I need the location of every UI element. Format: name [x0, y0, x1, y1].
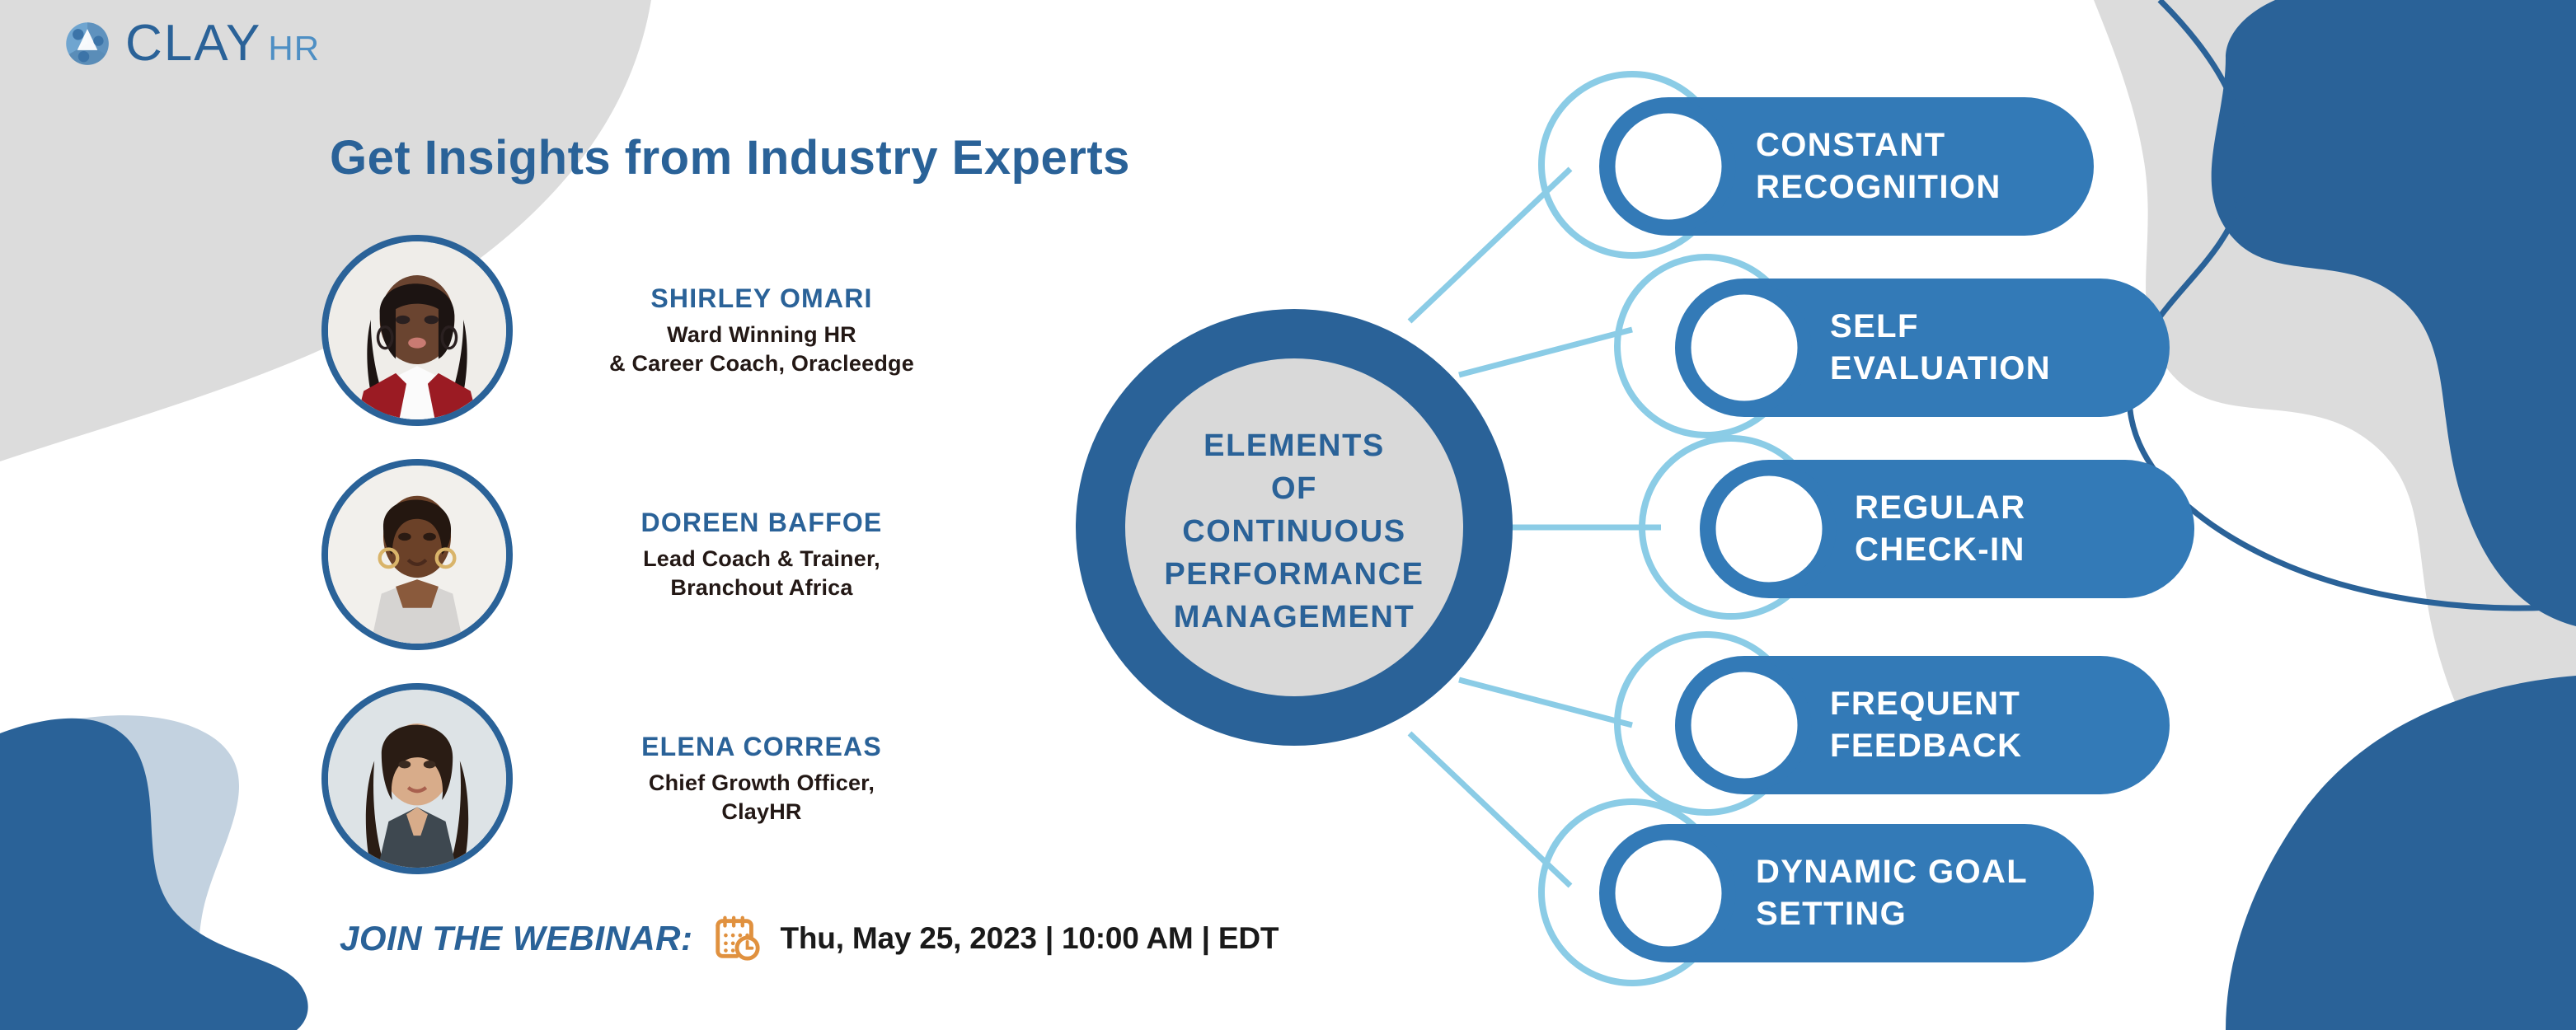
node-dynamic-goal-setting[interactable]: DYNAMIC GOAL SETTING	[1538, 798, 2094, 986]
connector-line-5	[1407, 731, 1573, 888]
speaker-info: ELENA CORREAS Chief Growth Officer, Clay…	[534, 732, 981, 825]
join-webinar-label: JOIN THE WEBINAR:	[340, 919, 693, 957]
center-node: ELEMENTS OF CONTINUOUS PERFORMANCE MANAG…	[1076, 309, 1513, 746]
speaker-card: DOREEN BAFFOE Lead Coach & Trainer, Bran…	[321, 442, 981, 667]
speaker-role-line-1: Lead Coach & Trainer,	[643, 546, 880, 572]
connector-line-2	[1458, 326, 1633, 378]
node-label-line-2: SETTING	[1756, 896, 1907, 932]
center-label-line-4: PERFORMANCE	[1164, 557, 1424, 592]
clayhr-logo[interactable]: CLAY HR	[64, 18, 320, 69]
speaker-photo-shirley-omari	[328, 241, 506, 419]
speaker-info: SHIRLEY OMARI Ward Winning HR & Career C…	[534, 283, 981, 377]
center-label-line-3: CONTINUOUS	[1182, 514, 1405, 549]
node-label-line-2: FEEDBACK	[1830, 728, 2022, 764]
node-label-line-1: CONSTANT	[1756, 127, 1945, 163]
center-label-line-2: OF	[1271, 471, 1317, 506]
speaker-photo-elena-correas	[328, 690, 506, 868]
node-label-line-1: REGULAR	[1855, 489, 2026, 526]
logo-text-clay: CLAY	[125, 15, 262, 72]
node-label-line-2: EVALUATION	[1830, 350, 2051, 386]
clayhr-circle-logo-icon	[66, 22, 109, 65]
node-regular-check-in[interactable]: REGULAR CHECK-IN	[1639, 435, 2194, 620]
node-label-line-1: SELF	[1830, 308, 1919, 344]
speaker-info: DOREEN BAFFOE Lead Coach & Trainer, Bran…	[534, 508, 981, 601]
blob-bottom-left-blue	[0, 718, 308, 1030]
speaker-name: ELENA CORREAS	[641, 732, 882, 762]
node-label-line-1: DYNAMIC GOAL	[1756, 854, 2028, 890]
webinar-datetime: Thu, May 25, 2023 | 10:00 AM | EDT	[780, 921, 1279, 955]
node-frequent-feedback[interactable]: FREQUENT FEEDBACK	[1614, 631, 2170, 816]
speaker-card: ELENA CORREAS Chief Growth Officer, Clay…	[321, 667, 981, 891]
connector-line-4	[1458, 677, 1633, 728]
node-label-line-2: RECOGNITION	[1756, 169, 2001, 205]
page-title: Get Insights from Industry Experts	[330, 131, 1130, 185]
blob-bottom-right-blue	[2226, 676, 2576, 1030]
center-label-line-5: MANAGEMENT	[1174, 600, 1415, 634]
node-constant-recognition[interactable]: CONSTANT RECOGNITION	[1538, 71, 2094, 259]
speaker-role-line-2: ClayHR	[721, 798, 802, 824]
center-label-line-1: ELEMENTS	[1204, 428, 1385, 463]
calendar-clock-icon	[715, 915, 760, 961]
node-label-line-2: CHECK-IN	[1855, 531, 2025, 568]
node-label-line-1: FREQUENT	[1830, 686, 2020, 722]
speaker-role-line-1: Ward Winning HR	[667, 322, 856, 348]
avatar	[321, 459, 513, 650]
avatar	[321, 235, 513, 426]
speaker-card: SHIRLEY OMARI Ward Winning HR & Career C…	[321, 218, 981, 442]
diagram-connectors	[1407, 166, 1661, 888]
blob-bottom-left-light	[0, 715, 239, 1030]
blob-top-right-blue	[2211, 0, 2576, 626]
logo-text-hr: HR	[268, 29, 321, 68]
speaker-name: SHIRLEY OMARI	[650, 283, 873, 314]
speaker-list: SHIRLEY OMARI Ward Winning HR & Career C…	[321, 218, 981, 891]
speaker-photo-doreen-baffoe	[328, 466, 506, 644]
avatar	[321, 683, 513, 874]
node-self-evaluation[interactable]: SELF EVALUATION	[1614, 254, 2170, 438]
speaker-name: DOREEN BAFFOE	[640, 508, 883, 538]
speaker-role-line-1: Chief Growth Officer,	[648, 770, 875, 796]
speaker-role-line-2: Branchout Africa	[670, 574, 853, 600]
speaker-role-line-2: & Career Coach, Oracleedge	[609, 350, 914, 376]
join-webinar-cta[interactable]: JOIN THE WEBINAR: Thu, May 25, 2023 | 10…	[340, 913, 1279, 964]
continuous-performance-diagram: ELEMENTS OF CONTINUOUS PERFORMANCE MANAG…	[1055, 0, 2209, 1030]
